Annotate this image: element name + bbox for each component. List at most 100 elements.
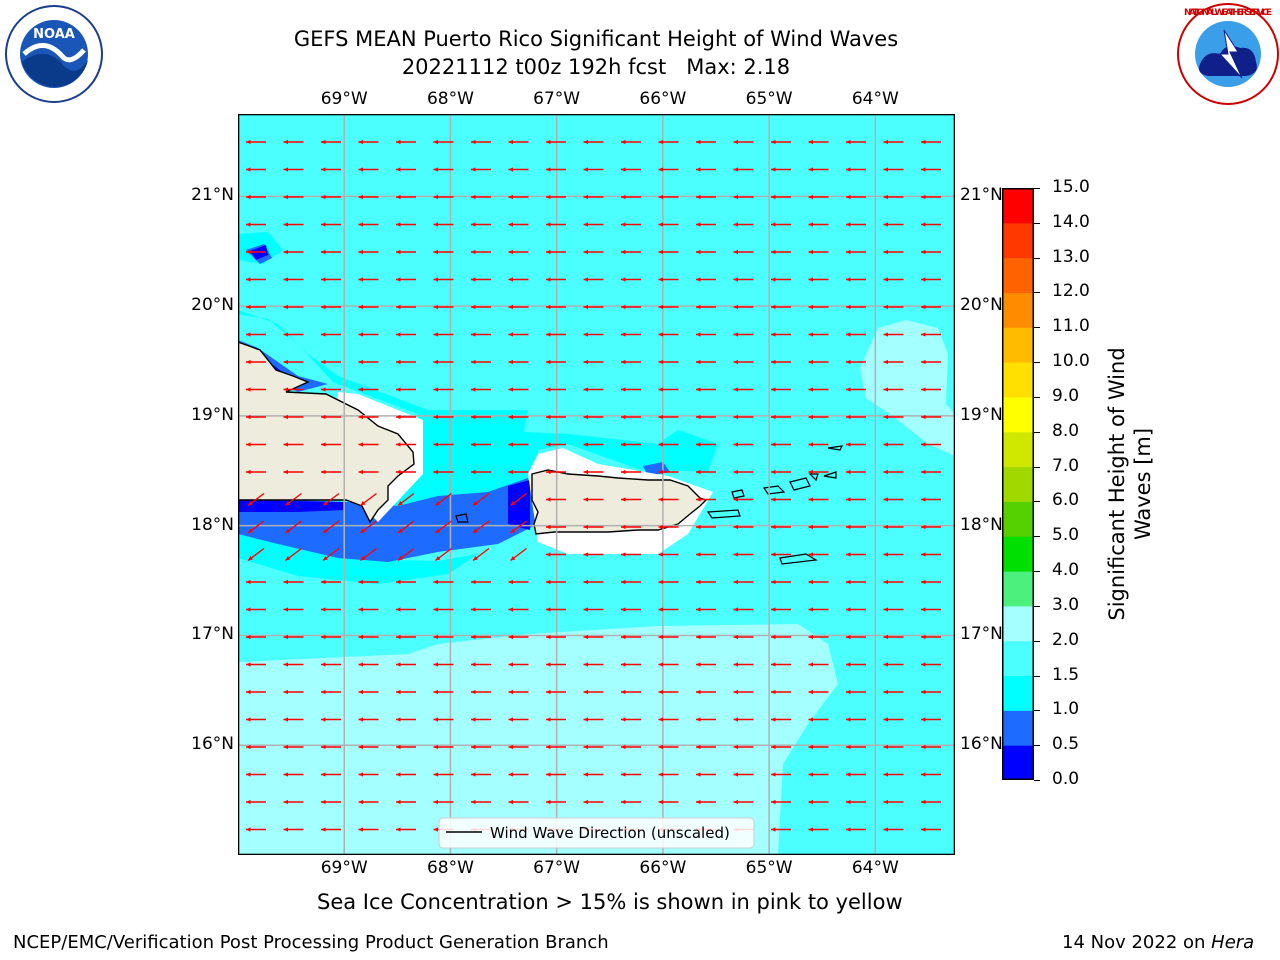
colorbar-tick-label: 1.0 [1052, 699, 1080, 720]
wave-direction-arrow [696, 277, 716, 282]
wave-direction-arrow [921, 249, 941, 255]
wave-direction-arrow [621, 332, 641, 337]
wave-direction-arrow [508, 634, 529, 640]
wave-direction-arrow [846, 827, 866, 832]
wave-direction-arrow [621, 772, 641, 777]
wave-direction-arrow [471, 607, 491, 612]
wave-direction-arrow [246, 689, 266, 695]
wave-direction-arrow [358, 717, 379, 722]
wave-direction-arrow [433, 442, 454, 447]
wave-direction-arrow [658, 222, 679, 227]
wave-direction-arrow [246, 634, 266, 640]
wave-direction-arrow [396, 167, 416, 172]
wave-direction-arrow [433, 414, 454, 420]
wave-direction-arrow [808, 249, 829, 255]
wave-direction-arrow [883, 744, 904, 750]
sea-ice-note: Sea Ice Concentration > 15% is shown in … [317, 890, 903, 914]
wave-direction-arrow [696, 139, 716, 145]
wave-direction-arrow [846, 222, 866, 227]
wave-direction-arrow [921, 387, 941, 392]
wave-direction-arrow [921, 772, 941, 777]
colorbar-tick-mark [1034, 780, 1040, 781]
lon-tick-label-bottom: 65°W [745, 858, 793, 878]
wave-direction-arrow [471, 167, 491, 172]
wave-direction-arrow [321, 414, 341, 420]
wave-direction-arrow [283, 332, 304, 337]
wave-direction-arrow [771, 579, 791, 585]
wave-direction-arrow [921, 332, 941, 337]
wave-direction-arrow [546, 524, 566, 530]
wave-direction-arrow [546, 607, 566, 612]
wave-direction-arrow [583, 359, 604, 365]
wave-direction-arrow [733, 222, 754, 227]
wave-direction-arrow [246, 277, 266, 282]
wave-direction-arrow [321, 167, 341, 172]
wave-direction-arrow [358, 167, 379, 172]
colorbar-frame [1002, 188, 1034, 780]
wave-direction-arrow [433, 277, 454, 282]
colorbar-label-line2: Waves [m] [1131, 428, 1155, 540]
colorbar-swatch [1002, 292, 1034, 328]
wave-direction-arrow [583, 304, 604, 310]
wave-direction-arrow [358, 744, 379, 750]
wave-direction-arrow [433, 332, 454, 337]
lat-tick-label-right: 19°N [960, 404, 1003, 425]
wave-direction-arrow [883, 249, 904, 255]
wave-direction-arrow [733, 717, 754, 722]
wave-direction-arrow [883, 524, 904, 530]
wave-direction-arrow [733, 442, 754, 447]
wave-direction-arrow [696, 497, 716, 502]
wave-direction-arrow [696, 689, 716, 695]
wave-direction-arrow [583, 194, 604, 200]
wave-direction-arrow [246, 304, 266, 310]
wave-direction-arrow [321, 442, 341, 447]
colorbar-tick-label: 6.0 [1052, 490, 1080, 511]
wave-direction-arrow [396, 387, 416, 392]
wave-direction-arrow [883, 607, 904, 612]
wave-direction-arrow [471, 304, 491, 310]
wave-direction-arrow [921, 304, 941, 310]
wave-direction-arrow [283, 579, 304, 585]
wave-direction-arrow [246, 579, 266, 585]
wave-direction-arrow [508, 772, 529, 777]
field-2_0-3_0-northeast [860, 320, 955, 456]
wave-direction-arrow [921, 552, 941, 557]
wave-direction-arrow [846, 249, 866, 255]
wave-direction-arrow [321, 277, 341, 282]
wave-direction-arrow [472, 547, 490, 562]
wave-direction-arrow [508, 167, 529, 172]
wave-direction-arrow [808, 277, 829, 282]
colorbar-tick-mark [1034, 222, 1040, 224]
wave-direction-arrow [583, 552, 604, 557]
wave-direction-arrow [921, 359, 941, 365]
wave-direction-arrow [283, 607, 304, 612]
field-1_0-1_5-south-band [238, 524, 478, 584]
colorbar-swatch [1002, 257, 1034, 293]
wave-direction-arrow [696, 634, 716, 640]
wave-direction-arrow [508, 194, 529, 200]
wave-direction-arrow [883, 332, 904, 337]
wave-direction-arrow [733, 469, 754, 475]
wave-direction-arrow [846, 607, 866, 612]
wave-direction-arrow [546, 469, 566, 475]
wave-direction-arrow [435, 520, 452, 534]
lon-tick-label-bottom: 64°W [851, 858, 899, 878]
wave-direction-arrow [546, 689, 566, 695]
st-croix-island [779, 553, 818, 565]
wave-direction-arrow [396, 414, 416, 420]
wave-direction-arrow [771, 744, 791, 750]
wave-direction-arrow [921, 442, 941, 447]
wave-direction-arrow [883, 579, 904, 585]
wave-direction-arrow [433, 772, 454, 777]
wave-direction-arrow [321, 194, 341, 200]
lat-tick-label-left: 17°N [191, 624, 234, 645]
wave-direction-arrow [283, 689, 304, 695]
wave-direction-arrow [285, 547, 302, 562]
lon-tick-label-top: 66°W [639, 89, 687, 109]
wave-direction-arrow [658, 662, 679, 667]
wave-direction-arrow [396, 799, 416, 805]
wave-direction-arrow [621, 552, 641, 557]
wave-direction-arrow [621, 194, 641, 200]
wave-direction-arrow [321, 662, 341, 667]
colorbar-swatch [1002, 396, 1034, 433]
